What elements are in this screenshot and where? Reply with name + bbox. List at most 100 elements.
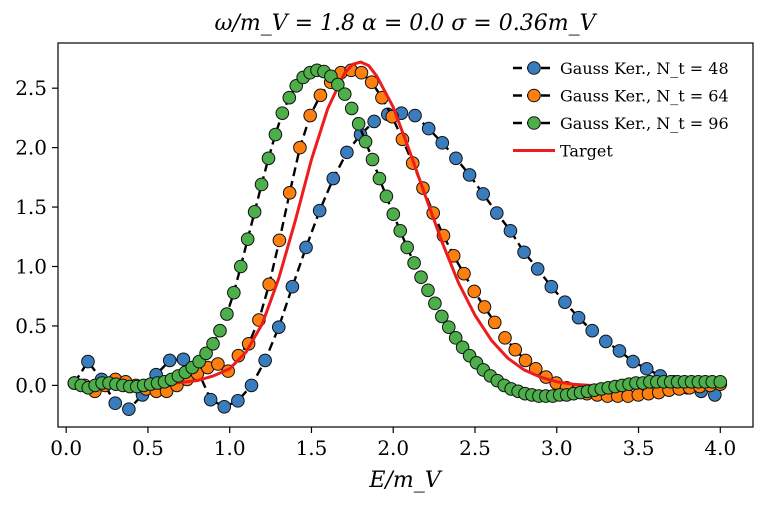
data-point (312, 203, 327, 218)
legend-marker (527, 116, 541, 130)
data-point (400, 240, 414, 255)
legend-marker (527, 61, 541, 75)
data-point (490, 206, 504, 220)
axes-layer: 0.0 0.5 1.0 1.5 2.0 2.5 3.0 3.5 4.0 0.0 0.5 1.0 1.5 2… (15, 42, 754, 460)
data-point (508, 342, 523, 357)
data-point (247, 205, 262, 219)
data-point (498, 331, 512, 345)
data-point (379, 189, 394, 204)
data-point (293, 140, 307, 155)
chart-title: ω/m_V = 1.8 α = 0.0 σ = 0.36m_V (215, 11, 598, 36)
data-point (282, 186, 297, 200)
data-point (275, 106, 290, 120)
data-point (518, 353, 533, 368)
data-point (612, 344, 627, 358)
data-point (421, 283, 435, 298)
data-point (199, 346, 213, 361)
data-point (428, 296, 442, 311)
data-point (364, 75, 379, 90)
data-point (303, 108, 317, 123)
data-point (517, 245, 531, 260)
data-point (476, 187, 490, 201)
x-tick-label: 1.5 (296, 436, 328, 460)
data-point (372, 171, 387, 186)
data-point (220, 307, 234, 321)
legend-marker (527, 88, 541, 103)
x-tick-label: 0.0 (50, 436, 82, 460)
data-point (354, 65, 369, 80)
data-point (358, 134, 373, 149)
y-tick-label: 2.5 (15, 76, 47, 100)
data-point (162, 353, 177, 368)
x-tick-label: 0.5 (132, 436, 164, 460)
data-point (487, 315, 502, 330)
data-point (393, 224, 408, 238)
x-tick-label: 2.0 (377, 436, 409, 460)
data-point (227, 285, 241, 300)
data-point (206, 336, 220, 351)
data-point (272, 233, 287, 248)
data-point (337, 87, 352, 101)
data-point (282, 90, 297, 105)
data-point (351, 117, 366, 131)
data-point (122, 402, 136, 416)
series-4 (74, 60, 721, 387)
x-tick-label: 4.0 (704, 436, 736, 460)
data-point (639, 361, 654, 376)
legend-label: Target (560, 142, 613, 161)
data-point (626, 354, 640, 369)
data-point (441, 320, 456, 334)
series-3 (67, 63, 728, 403)
data-point (326, 171, 341, 186)
data-point (258, 353, 272, 368)
legend-item-4: Target (513, 142, 613, 161)
data-point (367, 114, 381, 129)
data-point (421, 121, 436, 136)
legend-label: Gauss Ker., N_t = 64 (560, 87, 729, 106)
data-point (544, 279, 559, 294)
data-point (713, 375, 728, 389)
plot-area (67, 60, 728, 416)
data-point (571, 310, 586, 325)
legend-item-2: Gauss Ker., N_t = 64 (513, 87, 729, 106)
data-point (462, 168, 477, 182)
y-tick-label: 1.0 (15, 255, 47, 279)
data-point (408, 108, 422, 123)
data-point (299, 240, 313, 255)
legend-label: Gauss Ker., N_t = 48 (560, 59, 729, 78)
y-tick-label: 0.0 (15, 373, 47, 397)
data-point (211, 357, 225, 371)
axes-frame (57, 42, 754, 428)
data-point (176, 352, 191, 367)
data-point (268, 127, 283, 142)
data-point (414, 270, 428, 285)
data-point (448, 331, 463, 345)
x-tick-label: 2.5 (459, 436, 491, 460)
y-tick-label: 0.5 (15, 314, 47, 338)
data-point (477, 300, 492, 314)
data-point (386, 207, 401, 221)
data-point (213, 323, 227, 338)
x-axis-label: E/m_V (368, 468, 442, 493)
data-point (457, 266, 471, 281)
data-point (503, 224, 518, 238)
data-point (271, 320, 286, 334)
data-point (407, 256, 421, 270)
data-point (254, 177, 269, 192)
data-point (313, 88, 328, 103)
x-tick-label: 3.5 (623, 436, 655, 460)
data-point (467, 284, 482, 299)
data-point (340, 145, 354, 160)
legend-label: Gauss Ker., N_t = 96 (560, 114, 729, 133)
data-point (217, 399, 232, 414)
y-tick-label: 2.0 (15, 136, 47, 160)
x-tick-label: 1.0 (214, 436, 246, 460)
target-line (74, 60, 721, 387)
data-point (365, 152, 380, 167)
data-point (435, 309, 449, 324)
data-point (233, 259, 248, 274)
data-point (261, 151, 276, 166)
data-point (231, 394, 245, 408)
